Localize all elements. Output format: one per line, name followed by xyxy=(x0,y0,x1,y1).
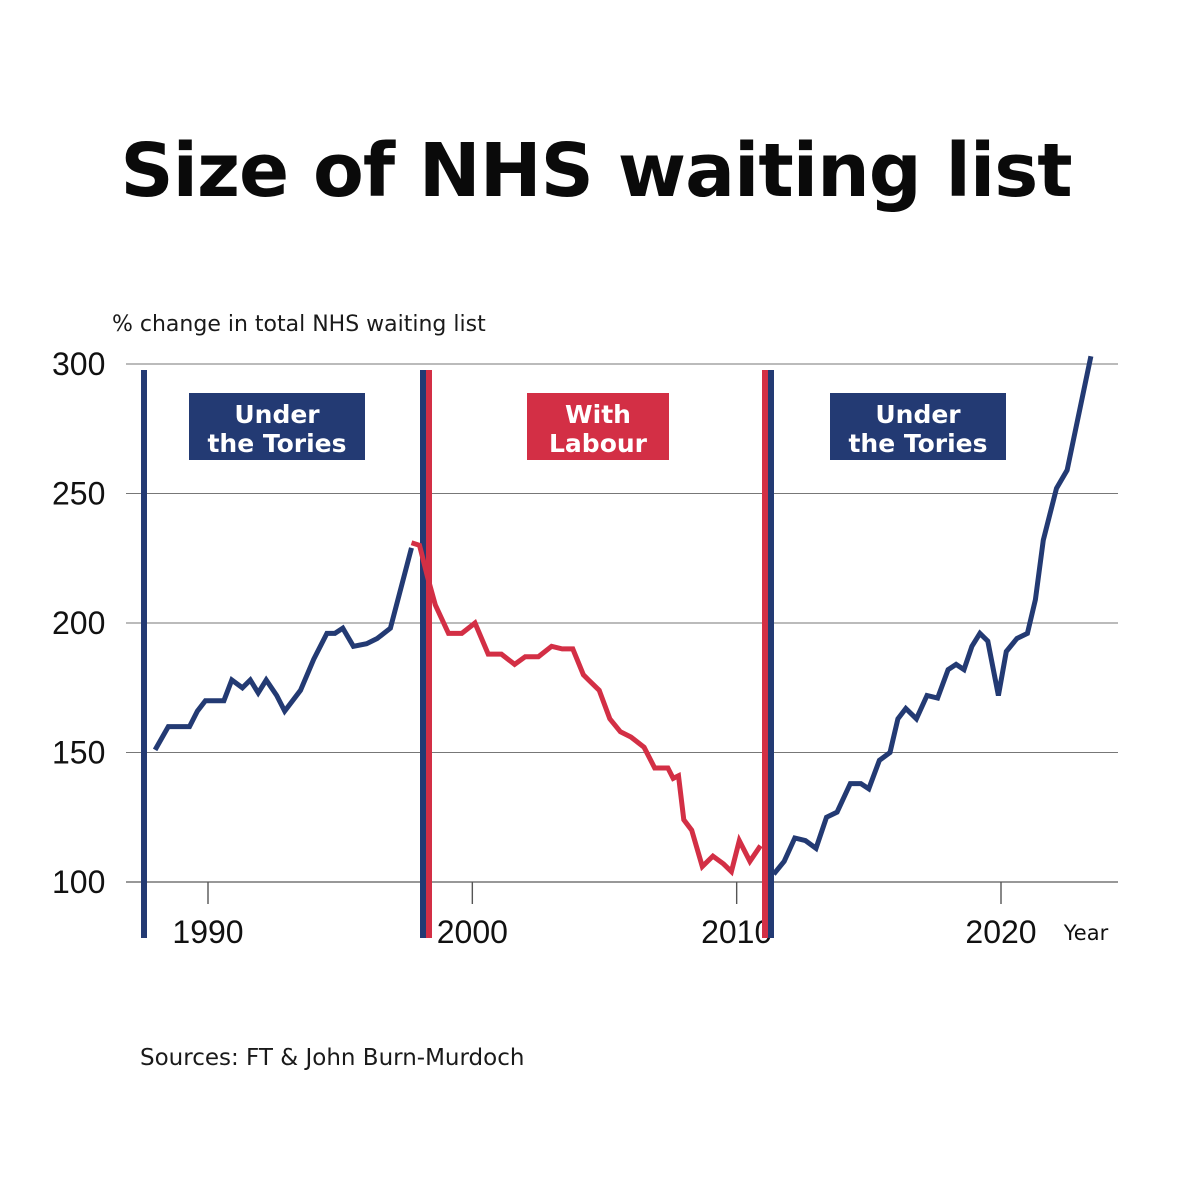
period-label-line2: the Tories xyxy=(848,429,987,458)
x-tick-label: 2000 xyxy=(437,914,508,950)
y-tick-label: 100 xyxy=(52,864,105,900)
series-line-3 xyxy=(771,355,1094,876)
chart-title: Size of NHS waiting list xyxy=(120,128,1072,214)
chart-plot: 100 150 200 250 300 1990 2000 2010 2020 Year Unde… xyxy=(52,346,1118,950)
period-label-box xyxy=(527,393,669,460)
source-note: Sources: FT & John Burn-Murdoch xyxy=(140,1045,525,1071)
x-tick-label: 1990 xyxy=(172,914,243,950)
period-label-line2: Labour xyxy=(549,429,648,458)
period-label-line1: Under xyxy=(234,400,320,429)
y-tick-label: 250 xyxy=(52,476,105,512)
y-axis-label: % change in total NHS waiting list xyxy=(112,312,486,337)
divider-2010-tory xyxy=(768,370,774,938)
x-tick-label: 2010 xyxy=(701,914,772,950)
series-line-1 xyxy=(152,547,414,752)
period-label-box xyxy=(830,393,1006,460)
x-tick-label: 2020 xyxy=(965,914,1036,950)
x-axis-label: Year xyxy=(1063,921,1109,945)
period-label-line1: Under xyxy=(875,400,961,429)
divider-1997-tory xyxy=(420,370,426,938)
period-label-line1: With xyxy=(565,400,631,429)
y-tick-label: 150 xyxy=(52,735,105,771)
period-label-box xyxy=(189,393,365,460)
divider-2010-labour xyxy=(762,370,768,938)
period-label-line2: the Tories xyxy=(207,429,346,458)
y-tick-label: 300 xyxy=(52,346,105,382)
y-tick-label: 200 xyxy=(52,605,105,641)
series-line-2 xyxy=(410,540,763,877)
divider-1997-labour xyxy=(426,370,432,938)
divider-start-tory xyxy=(141,370,147,938)
